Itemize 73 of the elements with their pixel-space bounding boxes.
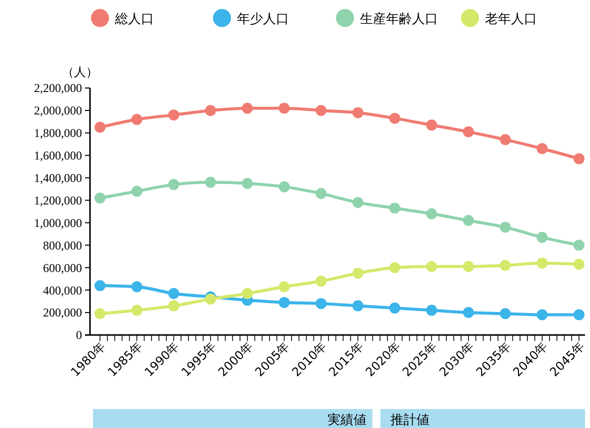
- point: [389, 302, 400, 314]
- point: [426, 261, 438, 272]
- point: [500, 260, 511, 271]
- point: [94, 308, 106, 320]
- point: [389, 262, 400, 274]
- point: [574, 153, 584, 164]
- y-tick-label: 200,000: [43, 306, 82, 320]
- point: [500, 222, 511, 233]
- point: [462, 126, 474, 138]
- point: [574, 240, 584, 251]
- point: [205, 294, 216, 305]
- point: [500, 134, 511, 146]
- y-tick-label: 1,800,000: [34, 126, 82, 140]
- legend-label: 生産年齢人口: [360, 11, 438, 27]
- y-tick-label: 2,200,000: [34, 81, 82, 96]
- legend-label: 年少人口: [237, 12, 289, 27]
- legend-label: 老年人口: [485, 12, 537, 27]
- point: [94, 192, 106, 204]
- y-tick-label: 1,600,000: [34, 148, 82, 163]
- point: [131, 304, 142, 316]
- point: [205, 104, 216, 116]
- point: [574, 309, 584, 320]
- point: [316, 104, 327, 116]
- point: [352, 197, 364, 208]
- y-tick-label: 1,000,000: [34, 216, 82, 230]
- point: [389, 202, 400, 214]
- point: [168, 288, 180, 299]
- point: [94, 122, 106, 133]
- y-tick-label: 400,000: [43, 283, 82, 298]
- point: [316, 298, 327, 310]
- point: [426, 120, 438, 131]
- point: [278, 181, 290, 192]
- point: [352, 268, 364, 279]
- text: 実績値: [327, 412, 366, 428]
- point: [500, 308, 511, 320]
- point: [168, 179, 180, 190]
- legend-label: 総人口: [114, 12, 154, 27]
- point: [574, 258, 584, 270]
- point: [278, 296, 290, 308]
- y-tick-label: 1,200,000: [34, 193, 82, 208]
- point: [168, 109, 180, 120]
- point: [131, 114, 142, 125]
- y-tick-label: 0: [76, 328, 82, 342]
- point: [389, 112, 400, 124]
- point: [316, 276, 327, 287]
- point: [242, 178, 253, 189]
- point: [94, 280, 106, 292]
- point: [352, 107, 364, 118]
- point: [462, 307, 474, 318]
- y-tick-label: 600,000: [43, 260, 82, 275]
- y-axis-title: （人）: [62, 65, 98, 79]
- point: [536, 232, 548, 243]
- point: [316, 188, 327, 200]
- point: [242, 288, 253, 299]
- text: 推計値: [390, 413, 430, 428]
- point: [462, 261, 474, 272]
- point: [131, 186, 142, 197]
- point: [536, 258, 548, 269]
- point: [536, 309, 548, 320]
- point: [131, 281, 142, 292]
- point: [205, 176, 216, 188]
- point: [242, 102, 253, 114]
- point: [278, 281, 290, 292]
- y-tick-label: 800,000: [43, 238, 82, 252]
- point: [168, 300, 180, 312]
- point: [536, 143, 548, 154]
- y-tick-label: 1,400,000: [34, 171, 82, 186]
- point: [352, 300, 364, 312]
- point: [426, 208, 438, 220]
- y-tick-label: 2,000,000: [34, 104, 82, 118]
- point: [426, 304, 438, 316]
- point: [278, 102, 290, 114]
- point: [462, 214, 474, 226]
